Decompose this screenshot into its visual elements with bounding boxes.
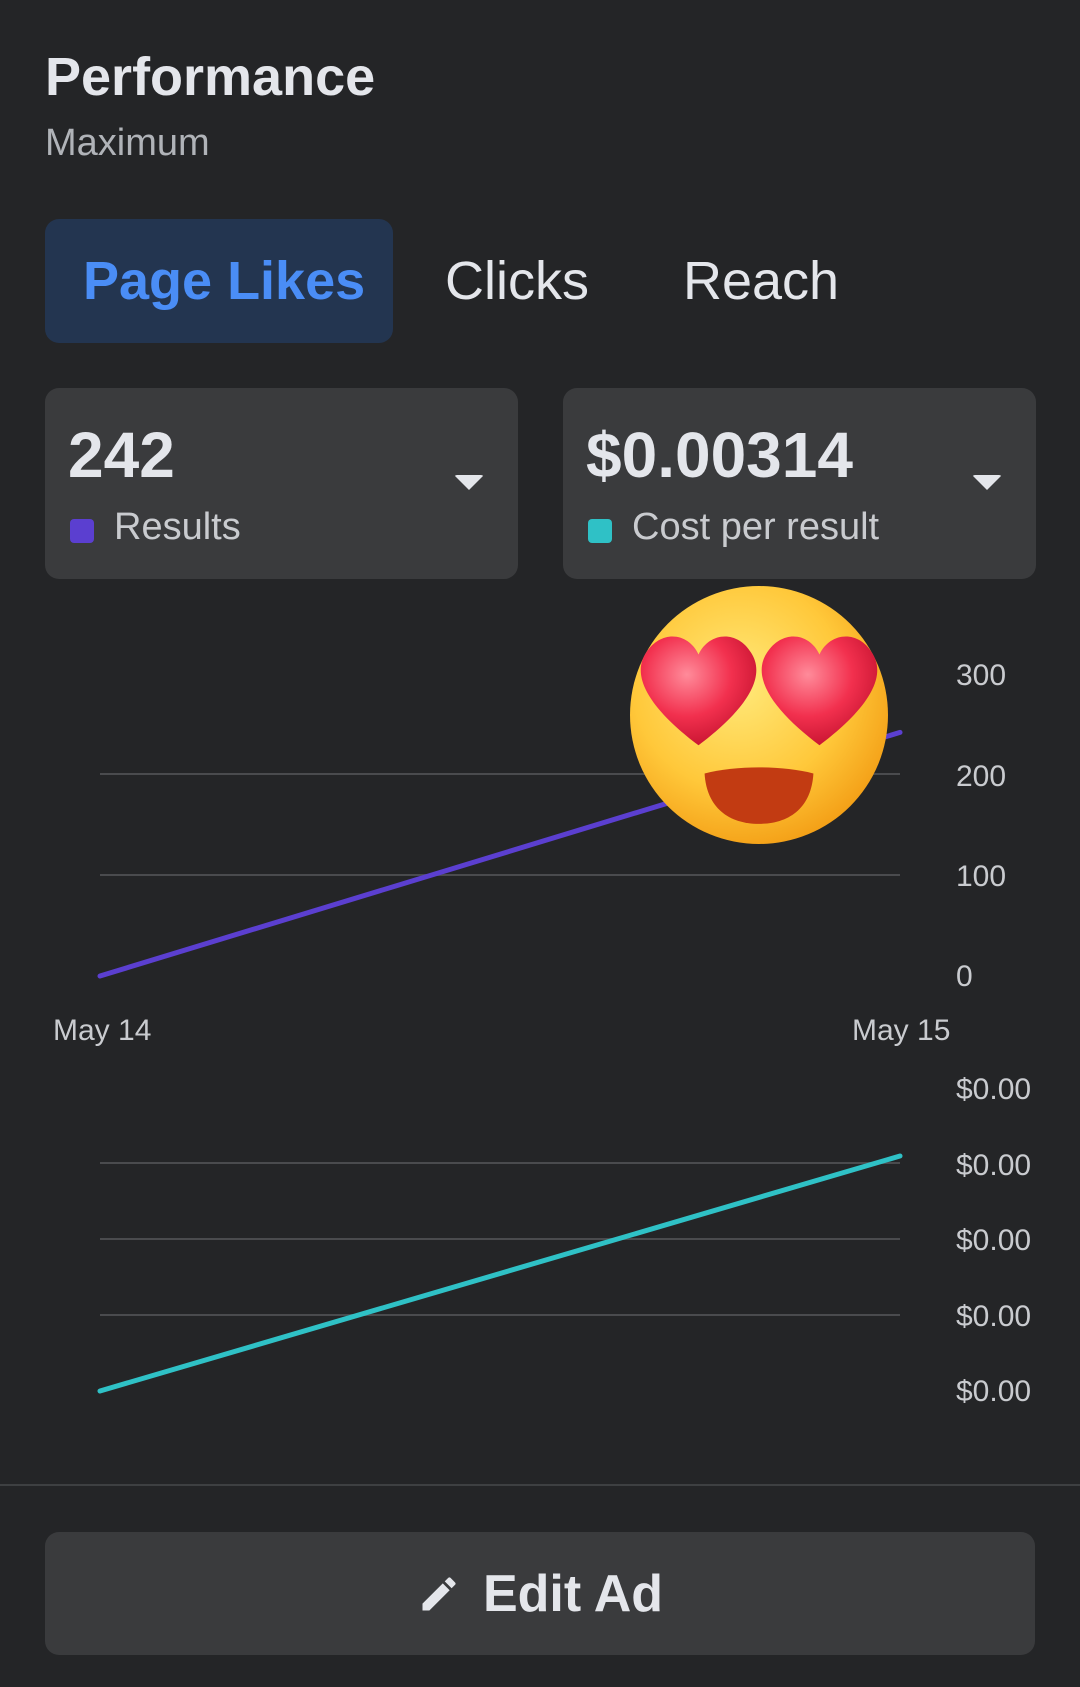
cost-per-result-dropdown[interactable]: $0.00314 Cost per result bbox=[563, 388, 1036, 579]
y-tick-label: $0.00 bbox=[956, 1300, 1031, 1333]
y-tick-label: $0.00 bbox=[956, 1149, 1031, 1182]
cost-per-result-label: Cost per result bbox=[632, 506, 880, 548]
edit-ad-button[interactable]: Edit Ad bbox=[45, 1532, 1035, 1655]
page-title: Performance bbox=[45, 47, 376, 107]
cost-legend-swatch bbox=[588, 519, 612, 543]
y-tick-label: $0.00 bbox=[956, 1224, 1031, 1257]
heart-eyes-emoji-icon bbox=[630, 586, 888, 844]
tab-page-likes[interactable]: Page Likes bbox=[45, 219, 393, 343]
results-label: Results bbox=[114, 506, 241, 548]
cost-per-result-value: $0.00314 bbox=[586, 419, 853, 491]
y-tick-label: 100 bbox=[956, 860, 1006, 893]
y-tick-label: $0.00 bbox=[956, 1073, 1031, 1106]
y-tick-label: $0.00 bbox=[956, 1375, 1031, 1408]
cost-per-result-chart: $0.00 $0.00 $0.00 $0.00 $0.00 bbox=[97, 1073, 1031, 1408]
page-subtitle: Maximum bbox=[45, 122, 210, 164]
y-tick-label: 0 bbox=[956, 960, 973, 993]
cost-series-line bbox=[97, 1153, 903, 1394]
y-tick-label: 300 bbox=[956, 659, 1006, 692]
footer-divider bbox=[0, 1484, 1080, 1486]
pencil-icon bbox=[422, 1576, 456, 1610]
chevron-down-icon bbox=[454, 475, 484, 490]
x-tick-label: May 15 bbox=[852, 1014, 950, 1047]
chevron-down-icon bbox=[972, 475, 1002, 490]
y-tick-label: 200 bbox=[956, 760, 1006, 793]
results-legend-swatch bbox=[70, 519, 94, 543]
results-value: 242 bbox=[68, 419, 175, 491]
x-tick-label: May 14 bbox=[53, 1014, 151, 1047]
edit-ad-label: Edit Ad bbox=[482, 1564, 664, 1623]
performance-charts: 300 200 100 0 May 14 May 15 $0.00 $0.00 … bbox=[53, 659, 1031, 1408]
results-dropdown[interactable]: 242 Results bbox=[45, 388, 518, 579]
tab-reach[interactable]: Reach bbox=[683, 251, 840, 311]
tab-clicks[interactable]: Clicks bbox=[445, 251, 589, 311]
